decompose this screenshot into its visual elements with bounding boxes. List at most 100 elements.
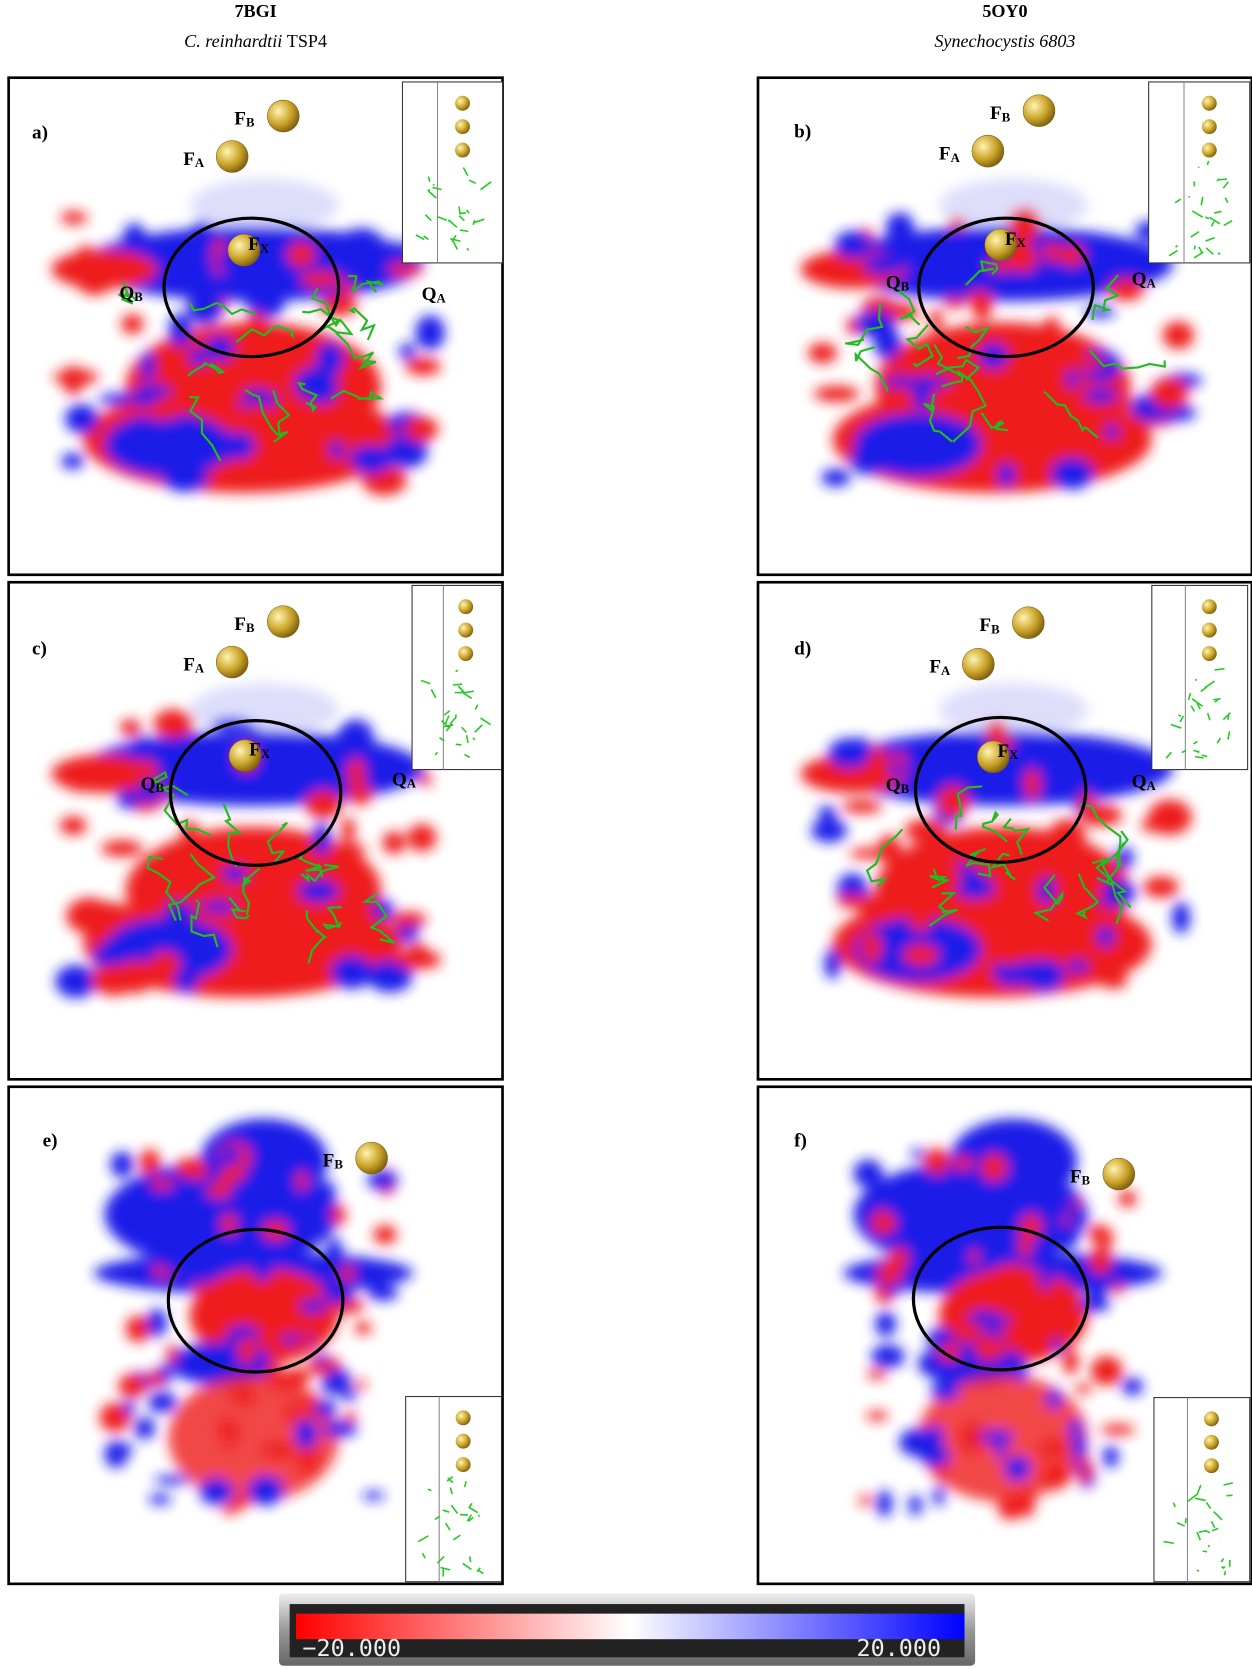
site-label-sub: B (1002, 110, 1011, 124)
surface-patch (811, 819, 847, 843)
surface-patch (135, 385, 156, 407)
surface-patch (324, 1369, 351, 1394)
inset (1154, 1398, 1250, 1582)
site-label-base: F (1005, 229, 1017, 250)
surface-patch (205, 901, 237, 914)
surface-patch (127, 1194, 163, 1209)
inset-ligand (1194, 246, 1195, 250)
surface-patch (859, 1495, 870, 1507)
surface-patch (987, 937, 1031, 965)
surface-patch (987, 1347, 1008, 1356)
surface-patch (1172, 902, 1190, 934)
inset-ligand (456, 744, 462, 745)
site-label-sub: B (334, 1158, 343, 1172)
surface-patch (884, 376, 919, 387)
surface-patch (153, 709, 193, 738)
surface-patch (998, 1496, 1024, 1519)
site-label-sub: B (901, 782, 910, 796)
surface-patch (149, 1494, 172, 1505)
surface-patch (1163, 321, 1195, 349)
surface-patch (867, 1369, 886, 1379)
inset-ligand (1224, 1571, 1225, 1575)
inset (1152, 585, 1248, 769)
surface-patch (1059, 244, 1085, 266)
surface-patch (98, 393, 141, 405)
inset-cluster (1202, 96, 1217, 111)
surface-patch (121, 314, 143, 334)
column-subtitle: C. reinhardtii TSP4 (184, 31, 327, 51)
surface-patch (1112, 1282, 1123, 1294)
surface-patch (162, 465, 209, 492)
inset-cluster (458, 623, 473, 638)
surface-patch (399, 343, 416, 359)
site-label-base: Q (886, 775, 901, 796)
inset-frame (412, 585, 501, 769)
surface-patch (241, 779, 276, 806)
site-label-sub: A (407, 777, 417, 791)
surface-patch (299, 1445, 318, 1474)
iron-sulfur-cluster (1103, 1158, 1135, 1190)
surface-patch (1042, 1463, 1070, 1489)
surface-patch (206, 385, 245, 406)
site-label-base: F (997, 741, 1009, 762)
surface-patch (1097, 926, 1114, 947)
inset-ligand (470, 1557, 471, 1563)
surface-patch (269, 1149, 305, 1162)
surface-patch (299, 1299, 326, 1313)
surface-patch (834, 231, 871, 259)
site-label-base: F (929, 657, 941, 678)
iron-sulfur-cluster (216, 646, 248, 678)
inset-cluster (1204, 1411, 1219, 1426)
surface-patch (930, 1382, 958, 1400)
surface-patch (171, 346, 191, 375)
surface-patch (222, 1418, 238, 1446)
site-label-base: F (990, 103, 1002, 124)
panel-label: e) (43, 1130, 58, 1151)
inset-frame (406, 1397, 502, 1582)
column-subtitle: Synechocystis 6803 (934, 31, 1075, 51)
surface-patch (1012, 1145, 1031, 1162)
inset-ligand (455, 715, 456, 720)
surface-patch (978, 1431, 1013, 1443)
surface-patch (318, 1180, 336, 1208)
surface-patch (856, 737, 869, 755)
surface-patch (390, 912, 427, 927)
surface-patch (118, 1374, 145, 1398)
surface-patch (1052, 268, 1074, 282)
surface-patch (1005, 1456, 1030, 1480)
surface-patch (170, 785, 194, 801)
surface-patch (1024, 458, 1039, 475)
surface-patch (284, 1368, 310, 1386)
surface-patch (247, 311, 266, 345)
surface-patch (147, 1308, 167, 1336)
site-label-base: F (323, 1151, 335, 1172)
strain: TSP4 (287, 31, 327, 51)
surface-patch (61, 453, 84, 469)
surface-patch (239, 470, 254, 491)
inset-ligand (1197, 1570, 1199, 1571)
surface-patch (945, 297, 965, 308)
surface-patch (1099, 972, 1128, 988)
surface-patch (911, 1148, 925, 1158)
inset-cluster (455, 143, 470, 158)
surface-patch (387, 262, 422, 276)
surface-patch (296, 1334, 307, 1355)
iron-sulfur-cluster (1023, 95, 1055, 127)
surface-patch (151, 1179, 174, 1190)
surface-patch (287, 242, 315, 268)
surface-patch (331, 955, 373, 988)
colorbar-min-label: −20.000 (302, 1634, 401, 1662)
surface-patch (251, 1258, 272, 1281)
surface-patch (160, 1254, 176, 1271)
site-label-sub: A (195, 662, 205, 676)
inset-cluster (1202, 143, 1217, 158)
site-label-base: F (183, 655, 195, 676)
surface-patch (315, 1400, 336, 1418)
inset (406, 1397, 502, 1582)
surface-patch (871, 1345, 905, 1368)
iron-sulfur-cluster (1012, 607, 1044, 639)
surface-patch (395, 950, 441, 969)
surface-patch (1074, 1462, 1085, 1472)
surface-patch (355, 1322, 372, 1335)
